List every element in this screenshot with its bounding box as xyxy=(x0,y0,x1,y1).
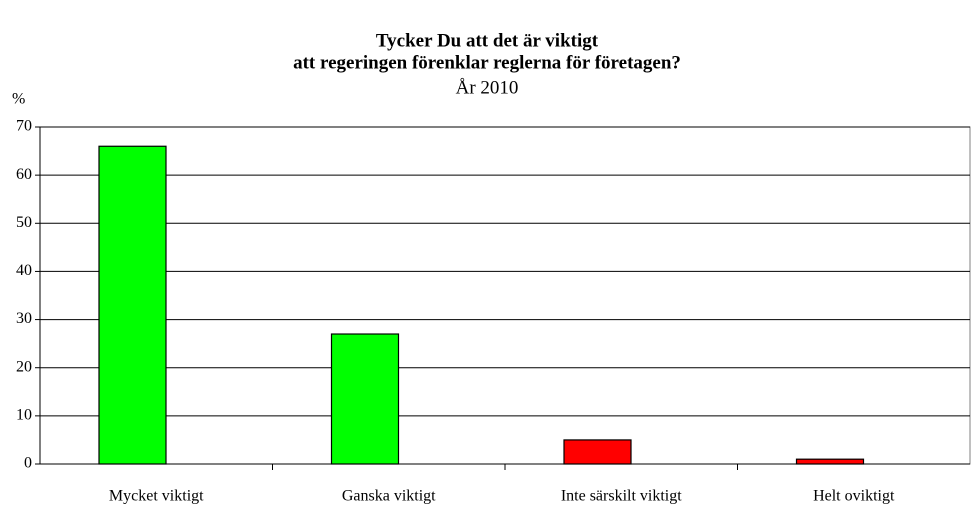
chart-title: att regeringen förenklar reglerna för fö… xyxy=(293,52,681,73)
x-tick-label: Mycket viktigt xyxy=(109,488,204,505)
bar xyxy=(330,333,400,465)
bar xyxy=(98,145,167,465)
y-tick-label: 0 xyxy=(24,455,32,472)
chart-title: Tycker Du att det är viktigt xyxy=(376,30,599,51)
y-tick-label: 50 xyxy=(16,214,32,231)
y-tick-label: 40 xyxy=(16,262,32,279)
bar xyxy=(563,439,632,465)
x-tick-label: Inte särskilt viktigt xyxy=(561,488,682,505)
y-axis-label: % xyxy=(12,91,25,108)
x-tick-label: Ganska viktigt xyxy=(342,488,436,505)
plot-area xyxy=(39,126,971,465)
y-tick-label: 30 xyxy=(16,310,32,327)
bar xyxy=(795,458,865,465)
y-tick-label: 70 xyxy=(16,118,32,135)
y-tick-label: 10 xyxy=(16,407,32,424)
y-tick-label: 20 xyxy=(16,358,32,375)
chart-subtitle: År 2010 xyxy=(456,77,519,98)
x-tick-label: Helt oviktigt xyxy=(813,488,895,505)
y-tick-label: 60 xyxy=(16,166,32,183)
